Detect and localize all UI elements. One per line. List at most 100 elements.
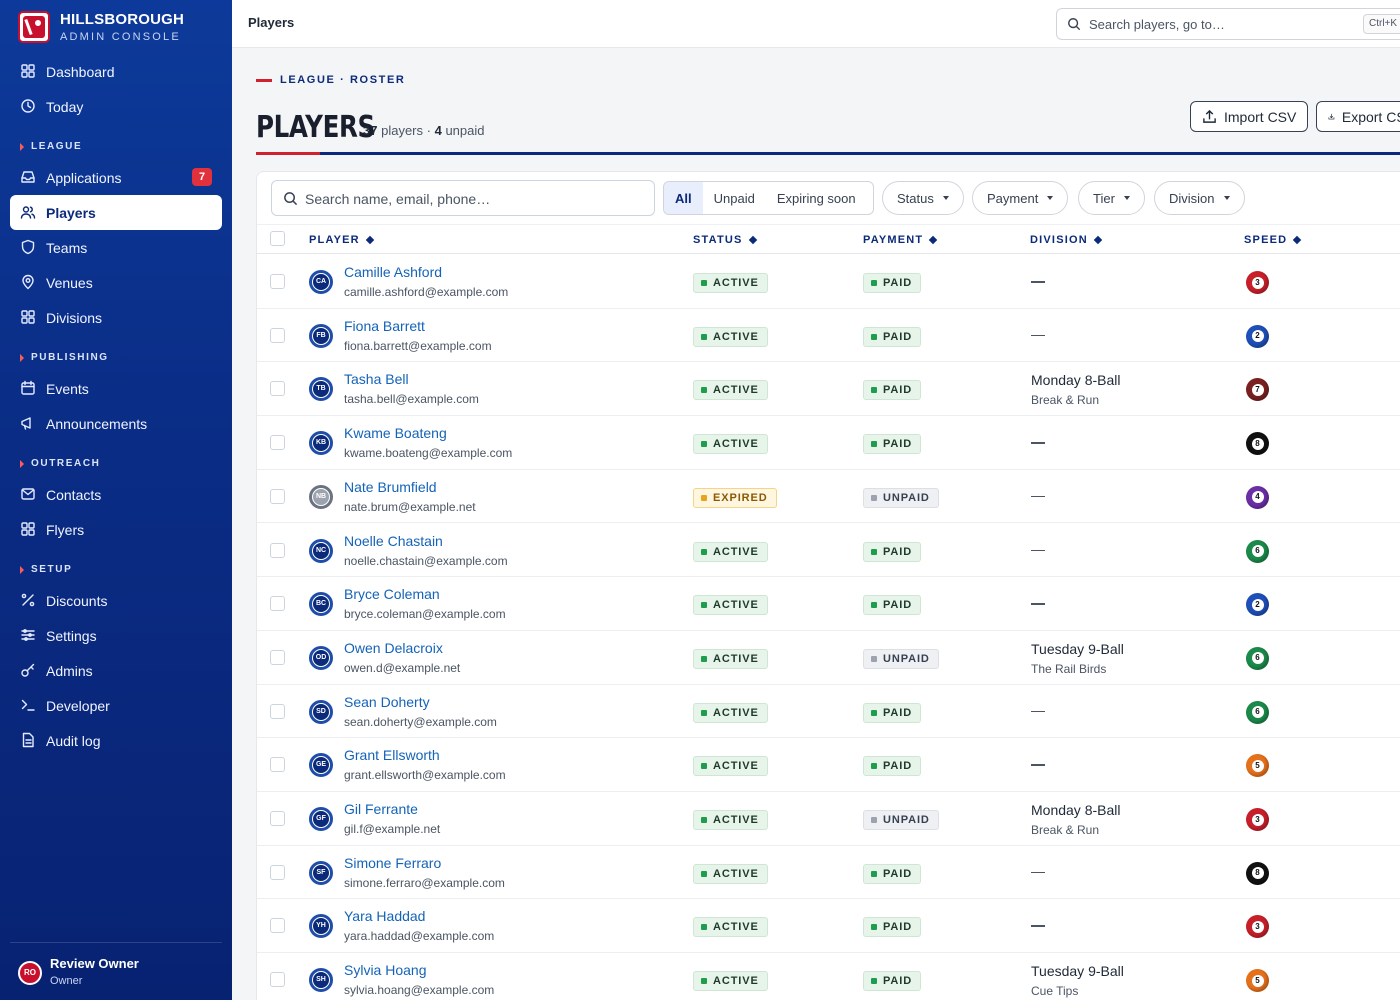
player-email: simone.ferraro@example.com bbox=[344, 875, 505, 890]
player-email: noelle.chastain@example.com bbox=[344, 553, 508, 568]
empty-division-dash bbox=[1031, 764, 1045, 766]
nav-section-setup[interactable]: SETUP bbox=[0, 547, 232, 583]
table-row[interactable]: GE Grant Ellsworth grant.ellsworth@example… bbox=[257, 738, 1400, 792]
shield-icon bbox=[21, 239, 35, 255]
account-name: Review Owner bbox=[50, 956, 139, 971]
column-header-payment[interactable]: PAYMENT bbox=[863, 234, 938, 246]
row-checkbox[interactable] bbox=[270, 435, 285, 451]
column-header-division[interactable]: DIVISION bbox=[1030, 234, 1103, 246]
row-checkbox[interactable] bbox=[270, 381, 285, 397]
player-name-link[interactable]: Grant Ellsworth bbox=[344, 747, 440, 764]
table-row[interactable]: FB Fiona Barrett fiona.barrett@example.com… bbox=[257, 309, 1400, 363]
nav-section-outreach[interactable]: OUTREACH bbox=[0, 441, 232, 477]
players-table-card: Search name, email, phone… All Unpaid Expi… bbox=[256, 171, 1400, 1000]
table-row[interactable]: SH Sylvia Hoang sylvia.hoang@example.com AC… bbox=[257, 953, 1400, 1000]
row-checkbox[interactable] bbox=[270, 327, 285, 343]
row-checkbox[interactable] bbox=[270, 864, 285, 880]
column-header-player[interactable]: PLAYER bbox=[309, 234, 375, 246]
account-menu[interactable]: RO Review Owner Owner bbox=[10, 942, 222, 1000]
download-icon bbox=[1328, 113, 1335, 120]
status-filter-dropdown[interactable]: Status bbox=[882, 181, 964, 215]
caret-right-icon bbox=[20, 143, 24, 151]
sidebar-item-label: Announcements bbox=[46, 415, 148, 432]
sidebar-item-players[interactable]: Players bbox=[10, 195, 222, 230]
player-name-link[interactable]: Gil Ferrante bbox=[344, 801, 418, 817]
team-name: Break & Run bbox=[1031, 393, 1100, 408]
table-row[interactable]: TB Tasha Bell tasha.bell@example.com ACTIVE… bbox=[257, 362, 1400, 417]
row-checkbox[interactable] bbox=[270, 703, 285, 719]
sidebar-item-admins[interactable]: Admins bbox=[10, 653, 222, 688]
table-row[interactable]: OD Owen Delacroix owen.d@example.net ACTIVE… bbox=[257, 631, 1400, 685]
team-name: Break & Run bbox=[1031, 823, 1100, 837]
player-search-input[interactable]: Search name, email, phone… bbox=[271, 180, 655, 216]
player-name-link[interactable]: Yara Haddad bbox=[344, 908, 426, 925]
sidebar-item-events[interactable]: Events bbox=[10, 371, 222, 406]
column-header-speed[interactable]: SPEED bbox=[1244, 234, 1302, 246]
avatar: CA bbox=[309, 270, 333, 294]
table-row[interactable]: BC Bryce Coleman bryce.coleman@example.com… bbox=[257, 577, 1400, 631]
player-name-link[interactable]: Nate Brumfield bbox=[344, 478, 437, 495]
sidebar-item-teams[interactable]: Teams bbox=[10, 230, 222, 265]
export-csv-button[interactable]: Export CSV bbox=[1316, 101, 1400, 132]
sidebar-item-contacts[interactable]: Contacts bbox=[10, 477, 222, 512]
brand[interactable]: HILLSBOROUGH ADMIN CONSOLE bbox=[18, 10, 184, 44]
speed-ball-icon: 8 bbox=[1246, 432, 1269, 456]
row-checkbox[interactable] bbox=[270, 918, 285, 934]
player-name-link[interactable]: Fiona Barrett bbox=[344, 317, 425, 334]
select-all-checkbox[interactable] bbox=[270, 231, 285, 246]
row-checkbox[interactable] bbox=[270, 542, 285, 558]
sidebar-item-settings[interactable]: Settings bbox=[10, 618, 222, 653]
player-name-link[interactable]: Noelle Chastain bbox=[344, 532, 443, 549]
speed-ball-icon: 8 bbox=[1246, 861, 1269, 885]
speed-ball-icon: 7 bbox=[1246, 378, 1269, 402]
row-checkbox[interactable] bbox=[270, 596, 285, 612]
tab-all[interactable]: All bbox=[664, 182, 703, 214]
column-header-status[interactable]: STATUS bbox=[693, 234, 757, 246]
table-row[interactable]: CA Camille Ashford camille.ashford@example… bbox=[257, 255, 1400, 309]
division-filter-dropdown[interactable]: Division bbox=[1154, 181, 1245, 215]
player-name-link[interactable]: Simone Ferraro bbox=[344, 854, 442, 871]
team-name: Cue Tips bbox=[1031, 984, 1079, 999]
sidebar-item-flyers[interactable]: Flyers bbox=[10, 512, 222, 547]
nav-section-publishing[interactable]: PUBLISHING bbox=[0, 335, 232, 371]
table-row[interactable]: YH Yara Haddad yara.haddad@example.com ACTI… bbox=[257, 899, 1400, 954]
global-search-input[interactable]: Search players, go to… Ctrl+K bbox=[1056, 8, 1400, 40]
table-row[interactable]: NC Noelle Chastain noelle.chastain@example… bbox=[257, 524, 1400, 578]
sidebar-item-venues[interactable]: Venues bbox=[10, 265, 222, 300]
sidebar-item-announcements[interactable]: Announcements bbox=[10, 406, 222, 441]
sidebar-item-applications[interactable]: Applications 7 bbox=[10, 160, 222, 195]
player-name-link[interactable]: Kwame Boateng bbox=[344, 425, 447, 442]
row-checkbox[interactable] bbox=[270, 274, 285, 289]
row-checkbox[interactable] bbox=[270, 649, 285, 665]
table-row[interactable]: KB Kwame Boateng kwame.boateng@example.com… bbox=[257, 416, 1400, 470]
sidebar-item-discounts[interactable]: Discounts bbox=[10, 583, 222, 618]
player-name-link[interactable]: Bryce Coleman bbox=[344, 586, 440, 603]
table-row[interactable]: SF Simone Ferraro simone.ferraro@example.c… bbox=[257, 846, 1400, 900]
row-checkbox[interactable] bbox=[270, 757, 285, 773]
player-name-link[interactable]: Sylvia Hoang bbox=[344, 962, 427, 979]
player-name-link[interactable]: Camille Ashford bbox=[344, 264, 443, 280]
sidebar-item-developer[interactable]: Developer bbox=[10, 688, 222, 723]
payment-filter-dropdown[interactable]: Payment bbox=[972, 181, 1069, 215]
nav-section-league[interactable]: LEAGUE bbox=[0, 124, 232, 160]
table-row[interactable]: NB Nate Brumfield nate.brum@example.net EXP… bbox=[257, 470, 1400, 524]
sidebar-item-today[interactable]: Today bbox=[10, 89, 222, 124]
player-name-link[interactable]: Owen Delacroix bbox=[344, 639, 443, 656]
tab-unpaid[interactable]: Unpaid bbox=[713, 190, 755, 206]
tab-expiring-soon[interactable]: Expiring soon bbox=[776, 190, 856, 206]
sidebar-item-audit-log[interactable]: Audit log bbox=[10, 723, 222, 758]
player-name-link[interactable]: Tasha Bell bbox=[344, 371, 409, 388]
sidebar-item-dashboard[interactable]: Dashboard bbox=[10, 54, 222, 89]
player-name-link[interactable]: Sean Doherty bbox=[344, 693, 430, 710]
row-checkbox[interactable] bbox=[270, 811, 285, 826]
player-email: sean.doherty@example.com bbox=[344, 714, 497, 729]
table-row[interactable]: GF Gil Ferrante gil.f@example.net ACTIVE UNP… bbox=[257, 792, 1400, 846]
table-row[interactable]: SD Sean Doherty sean.doherty@example.com AC… bbox=[257, 685, 1400, 739]
row-checkbox[interactable] bbox=[270, 972, 285, 988]
tier-filter-dropdown[interactable]: Tier bbox=[1078, 181, 1145, 215]
payment-badge: PAID bbox=[863, 326, 922, 347]
sidebar-item-divisions[interactable]: Divisions bbox=[10, 300, 222, 335]
import-csv-button[interactable]: Import CSV bbox=[1190, 101, 1308, 132]
users-icon bbox=[20, 206, 36, 219]
row-checkbox[interactable] bbox=[270, 488, 285, 504]
